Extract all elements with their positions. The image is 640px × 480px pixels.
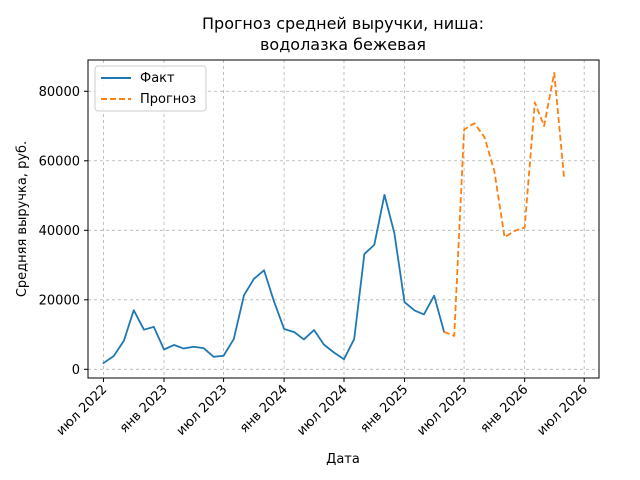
x-tick-label: июл 2022 — [54, 382, 111, 439]
chart-title-line-2: водолазка бежевая — [260, 35, 426, 54]
x-tick-label: янв 2025 — [357, 382, 411, 436]
x-axis-label: Дата — [326, 452, 360, 467]
y-axis-label: Средняя выручка, руб. — [15, 141, 30, 297]
y-tick-label: 0 — [72, 363, 80, 378]
x-axis-ticks: июл 2022 янв 2023 июл 2023 янв 2024 июл 2024… — [54, 378, 591, 439]
chart-title-line-1: Прогноз средней выручки, ниша: — [202, 14, 484, 33]
x-tick-label: июл 2025 — [414, 382, 471, 439]
x-tick-label: июл 2024 — [294, 382, 351, 439]
y-tick-label: 80000 — [39, 85, 80, 100]
legend: Факт Прогноз — [94, 65, 207, 112]
series-line-fact — [102, 193, 445, 364]
series-layer — [102, 71, 566, 364]
y-tick-label: 60000 — [39, 154, 80, 169]
legend-label-fact: Факт — [140, 71, 175, 86]
x-tick-label: янв 2023 — [117, 382, 171, 436]
y-tick-label: 40000 — [39, 224, 80, 239]
series-line-forecast — [443, 71, 566, 337]
x-tick-label: июл 2026 — [535, 382, 592, 439]
x-tick-label: июл 2023 — [174, 382, 231, 439]
legend-label-forecast: Прогноз — [140, 92, 196, 107]
y-tick-label: 20000 — [39, 293, 80, 308]
x-tick-label: янв 2024 — [237, 382, 291, 436]
x-tick-label: янв 2026 — [478, 382, 532, 436]
y-axis-ticks: 0 20000 40000 60000 80000 — [39, 85, 88, 378]
